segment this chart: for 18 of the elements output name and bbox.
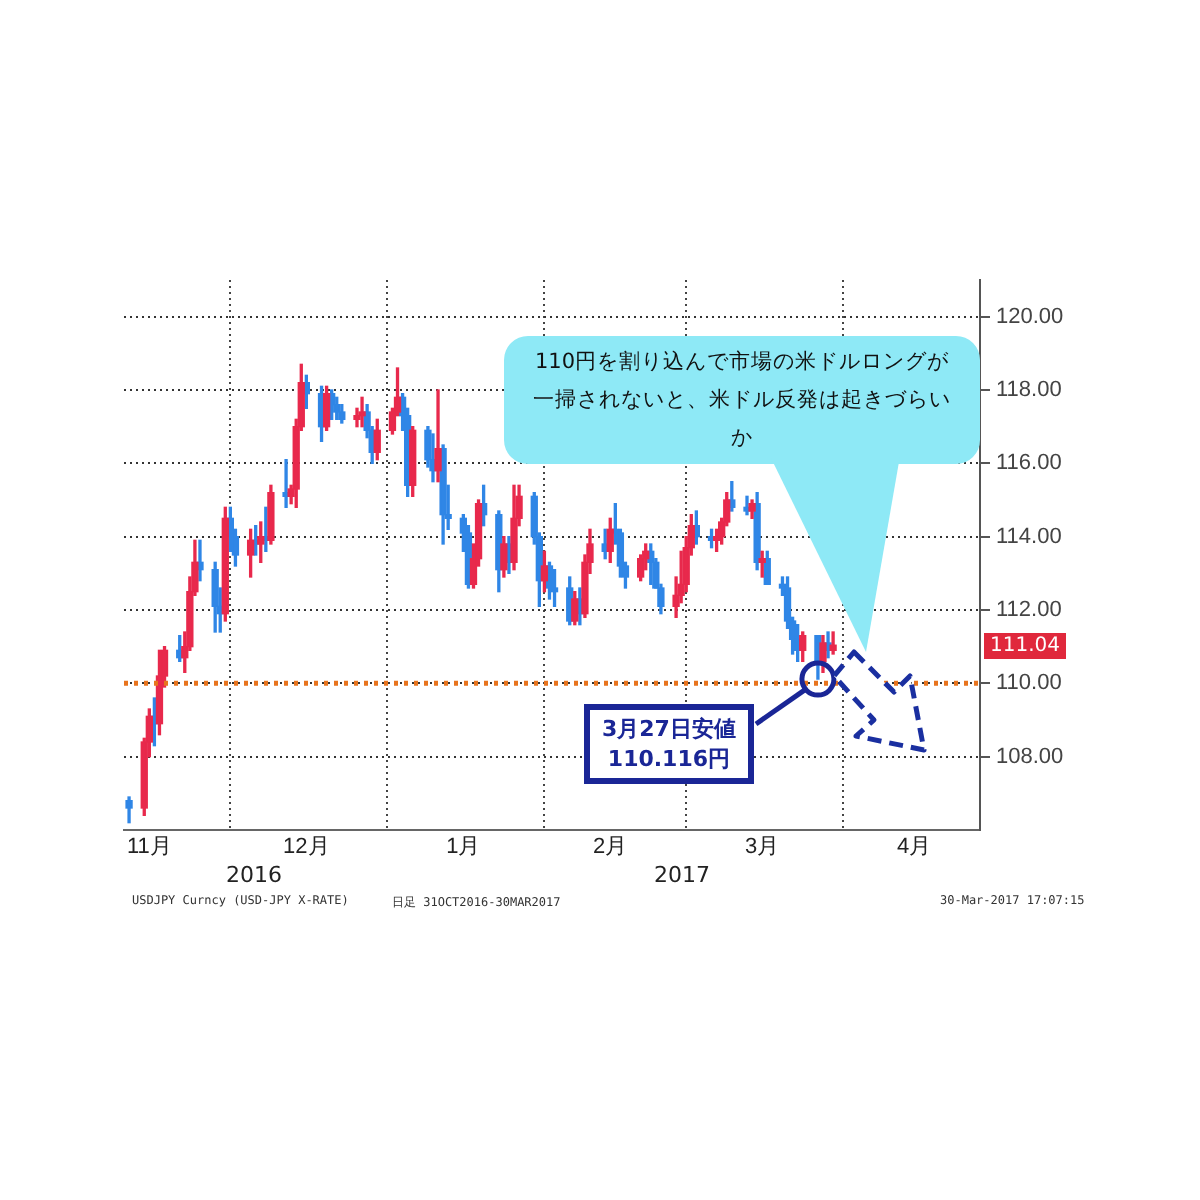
- text: 2016: [226, 862, 282, 888]
- y-tick-label: 116.00: [996, 451, 1062, 476]
- x-tick-label: 12月: [283, 835, 330, 860]
- annotation: 110円を割り込んで市場の米ドルロングが一掃されないと、米ドル反発は起きづらいか: [504, 336, 980, 464]
- y-tick-label: 110.00: [996, 671, 1062, 696]
- y-tick-label: 118.00: [996, 378, 1062, 403]
- x-tick-label: 2月: [593, 835, 628, 860]
- annotation: 3月27日安値 110.116円: [584, 704, 754, 784]
- y-tick-label: 108.00: [996, 744, 1064, 769]
- x-tick-label: 11月: [126, 835, 172, 860]
- x-tick-label: 1月: [446, 835, 481, 860]
- y-tick-label: 114.00: [996, 524, 1062, 549]
- y-tick-label: 112.00: [996, 598, 1062, 623]
- x-tick-label: 4月: [897, 835, 932, 860]
- y-tick-label: 120.00: [996, 304, 1064, 329]
- x-tick-label: 3月: [745, 835, 780, 860]
- text: 2017: [654, 862, 710, 888]
- annotation: 111.04: [984, 632, 1066, 659]
